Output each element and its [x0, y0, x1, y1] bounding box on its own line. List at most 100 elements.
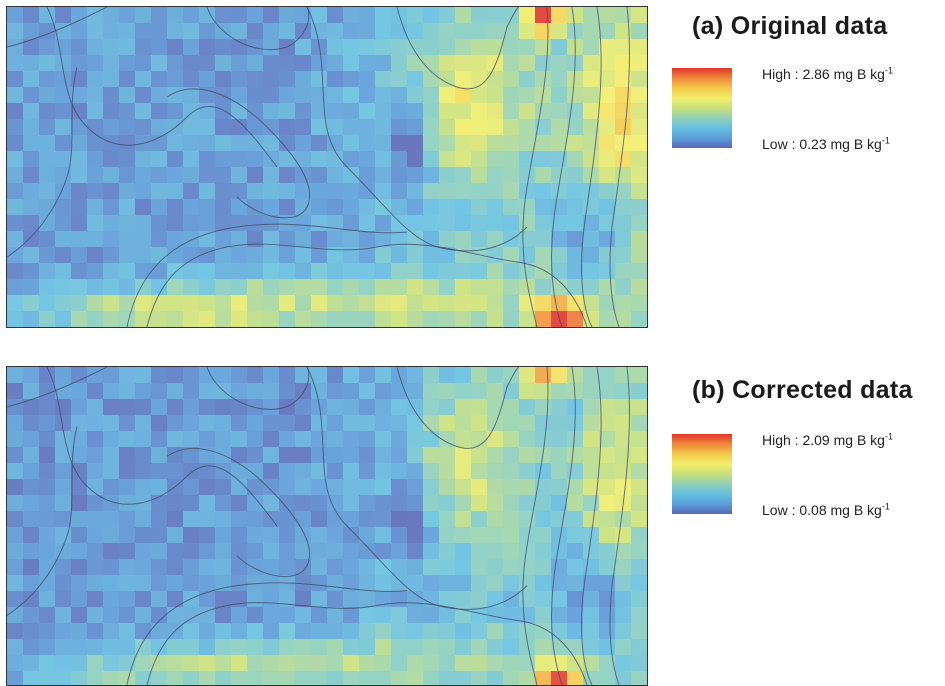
raster-cell	[583, 511, 600, 528]
raster-cell	[263, 639, 280, 656]
raster-cell	[375, 39, 392, 56]
raster-cell	[343, 231, 360, 248]
raster-cell	[7, 431, 24, 448]
raster-cell	[599, 199, 616, 216]
raster-cell	[311, 295, 328, 312]
raster-cell	[455, 655, 472, 672]
raster-cell	[343, 135, 360, 152]
raster-cell	[39, 167, 56, 184]
raster-cell	[263, 527, 280, 544]
raster-cell	[215, 655, 232, 672]
raster-cell	[103, 607, 120, 624]
raster-cell	[327, 399, 344, 416]
raster-cell	[23, 447, 40, 464]
raster-cell	[583, 39, 600, 56]
raster-cell	[439, 87, 456, 104]
raster-cell	[391, 431, 408, 448]
raster-cell	[183, 399, 200, 416]
raster-cell	[39, 399, 56, 416]
raster-cell	[279, 367, 296, 384]
raster-cell	[7, 55, 24, 72]
raster-cell	[247, 607, 264, 624]
raster-cell	[231, 263, 248, 280]
raster-cell	[343, 119, 360, 136]
raster-cell	[7, 135, 24, 152]
raster-cell	[167, 591, 184, 608]
raster-cell	[583, 215, 600, 232]
raster-cell	[311, 199, 328, 216]
raster-cell	[311, 431, 328, 448]
raster-cell	[535, 295, 552, 312]
raster-cell	[7, 639, 24, 656]
raster-cell	[183, 495, 200, 512]
raster-cell	[279, 295, 296, 312]
raster-cell	[599, 671, 616, 685]
raster-cell	[295, 71, 312, 88]
raster-cell	[359, 183, 376, 200]
raster-cell	[551, 279, 568, 296]
raster-cell	[551, 399, 568, 416]
raster-cell	[439, 167, 456, 184]
raster-cell	[551, 575, 568, 592]
raster-cell	[279, 639, 296, 656]
raster-cell	[55, 415, 72, 432]
raster-cell	[247, 511, 264, 528]
raster-cell	[151, 7, 168, 24]
raster-cell	[55, 623, 72, 640]
raster-cell	[311, 167, 328, 184]
contour-line	[7, 426, 78, 616]
raster-cell	[631, 55, 647, 72]
raster-cell	[375, 55, 392, 72]
raster-cell	[503, 215, 520, 232]
raster-cell	[487, 655, 504, 672]
raster-cell	[359, 431, 376, 448]
raster-cell	[551, 511, 568, 528]
raster-cell	[407, 367, 424, 384]
raster-cell	[119, 415, 136, 432]
raster-cell	[183, 623, 200, 640]
raster-cell	[135, 199, 152, 216]
raster-cell	[375, 399, 392, 416]
raster-cell	[279, 71, 296, 88]
raster-cell	[503, 71, 520, 88]
raster-cell	[7, 591, 24, 608]
raster-cell	[87, 479, 104, 496]
raster-cell	[455, 279, 472, 296]
raster-cell	[71, 151, 88, 168]
raster-cell	[119, 399, 136, 416]
raster-cell	[279, 479, 296, 496]
raster-cell	[311, 623, 328, 640]
raster-cell	[439, 399, 456, 416]
raster-cell	[343, 383, 360, 400]
raster-cell	[599, 23, 616, 40]
raster-cell	[519, 639, 536, 656]
raster-cell	[535, 135, 552, 152]
raster-cell	[167, 7, 184, 24]
raster-cell	[295, 119, 312, 136]
raster-cell	[439, 527, 456, 544]
raster-cell	[119, 607, 136, 624]
raster-cell	[23, 575, 40, 592]
raster-cell	[71, 479, 88, 496]
raster-cell	[7, 623, 24, 640]
raster-cell	[503, 135, 520, 152]
raster-cell	[343, 639, 360, 656]
raster-cell	[567, 215, 584, 232]
raster-cell	[375, 671, 392, 685]
raster-cell	[71, 183, 88, 200]
raster-cell	[135, 399, 152, 416]
raster-cell	[535, 447, 552, 464]
raster-cell	[359, 119, 376, 136]
raster-cell	[39, 87, 56, 104]
raster-cell	[503, 495, 520, 512]
raster-cell	[503, 39, 520, 56]
raster-cell	[151, 511, 168, 528]
raster-cell	[439, 55, 456, 72]
raster-cell	[567, 607, 584, 624]
raster-cell	[55, 7, 72, 24]
raster-cell	[295, 495, 312, 512]
raster-cell	[87, 607, 104, 624]
raster-cell	[343, 367, 360, 384]
raster-cell	[455, 639, 472, 656]
raster-cell	[359, 671, 376, 685]
